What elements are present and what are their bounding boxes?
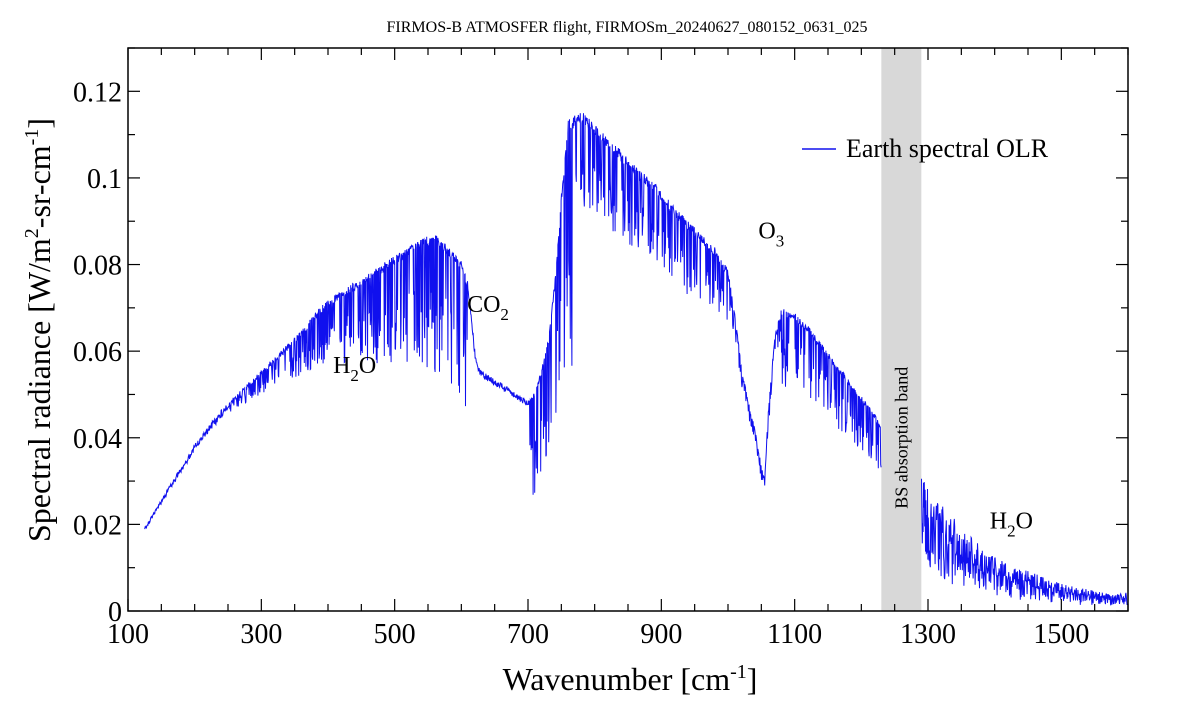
x-tick-label: 1300: [900, 619, 956, 650]
x-tick-label: 300: [240, 619, 282, 650]
annotation-label: H2O: [333, 353, 376, 385]
y-ticks: 0 0.02 0.04 0.06 0.08 0.1 0.12: [73, 47, 1128, 628]
annotations: H2O CO2 O3 H2O: [333, 219, 1033, 541]
y-tick-label: 0.08: [73, 251, 122, 282]
shaded-band: [881, 48, 922, 611]
legend-label: Earth spectral OLR: [846, 134, 1049, 163]
x-tick-label: 1500: [1033, 619, 1089, 650]
annotation-label: O3: [758, 219, 784, 251]
legend: Earth spectral OLR: [802, 134, 1049, 163]
series-line-earth-olr: [144, 113, 1128, 606]
band-label: BS absorption band: [891, 367, 911, 509]
y-tick-label: 0.12: [73, 77, 122, 108]
annotation-label: H2O: [990, 509, 1033, 541]
band-label-group: BS absorption band: [891, 367, 911, 509]
plot-frame: [127, 47, 1129, 612]
y-tick-label: 0: [108, 597, 122, 628]
axes-frame: [127, 47, 1129, 612]
chart-title: FIRMOS-B ATMOSFER flight, FIRMOSm_202406…: [387, 19, 868, 36]
y-tick-label: 0.1: [87, 164, 122, 195]
x-axis-label: Wavenumber [cm-1]: [503, 661, 758, 697]
x-tick-label: 700: [507, 619, 549, 650]
y-tick-label: 0.04: [73, 424, 122, 455]
annotation-label: CO2: [467, 292, 509, 324]
x-tick-label: 100: [107, 619, 149, 650]
y-tick-label: 0.06: [73, 337, 122, 368]
x-tick-label: 900: [640, 619, 682, 650]
x-tick-label: 1100: [767, 619, 822, 650]
x-ticks: 100 300 500 700 900 1100 1300 1500: [107, 48, 1129, 650]
plot-area: [144, 48, 1128, 611]
y-tick-label: 0.02: [73, 510, 122, 541]
x-tick-label: 500: [374, 619, 416, 650]
y-axis-label: Spectral radiance [W/m2-sr-cm-1]: [21, 118, 57, 542]
